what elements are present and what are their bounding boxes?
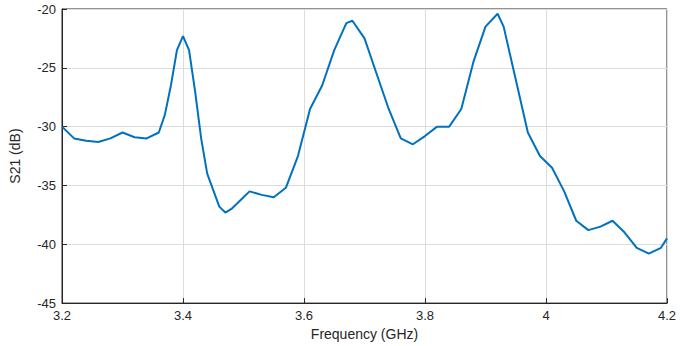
svg-text:-45: -45	[37, 295, 56, 311]
svg-text:3.4: 3.4	[174, 308, 192, 323]
svg-text:-30: -30	[37, 119, 56, 134]
svg-text:-20: -20	[37, 2, 56, 17]
svg-text:3.8: 3.8	[416, 308, 434, 323]
svg-text:-35: -35	[37, 178, 56, 193]
svg-text:3.2: 3.2	[53, 308, 71, 323]
svg-text:S21 (dB): S21 (dB)	[7, 128, 23, 183]
svg-text:4: 4	[542, 308, 549, 323]
svg-text:-40: -40	[37, 237, 56, 252]
svg-text:-25: -25	[37, 60, 56, 75]
svg-text:Frequency (GHz): Frequency (GHz)	[311, 326, 418, 342]
svg-text:4.2: 4.2	[658, 308, 676, 323]
svg-text:3.6: 3.6	[295, 308, 313, 323]
